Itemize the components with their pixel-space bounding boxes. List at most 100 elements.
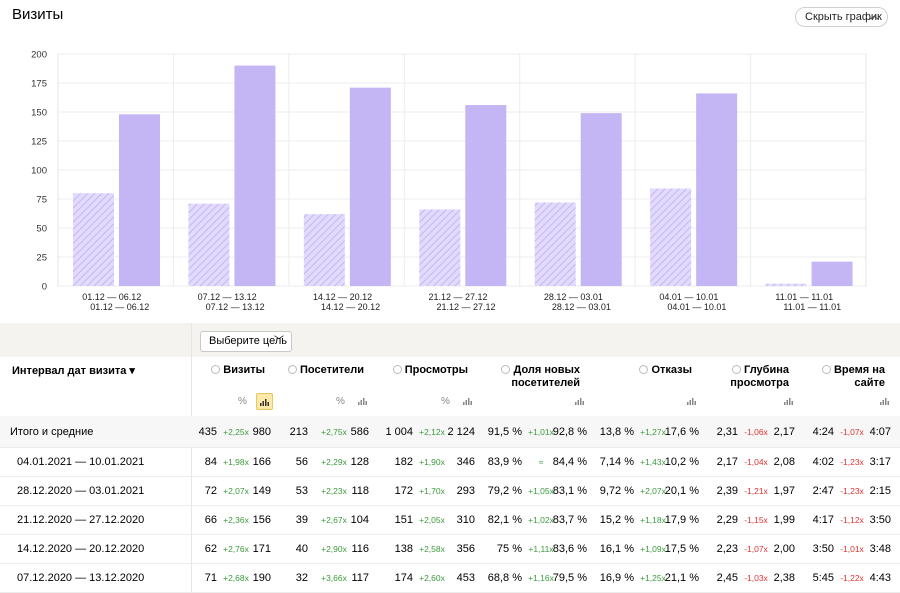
metric-change-ratio: +1,11x — [528, 544, 554, 554]
column-header-label: Посетители — [300, 364, 364, 376]
metric-change-ratio: -1,21x — [744, 486, 768, 496]
column-header[interactable]: Доля новых посетителей — [500, 364, 580, 390]
metric-value-current: 356 — [456, 543, 475, 555]
x-tick-label: 07.12 — 13.12 — [198, 292, 257, 302]
metric-change-ratio: -1,03x — [744, 573, 768, 583]
percent-toggle[interactable]: % — [441, 396, 450, 407]
bar-chart-toggle[interactable] — [876, 393, 893, 410]
metric-value-current: 3:17 — [869, 456, 891, 468]
bar-chart-toggle[interactable] — [571, 393, 588, 410]
hide-chart-label: Скрыть график — [805, 11, 882, 23]
metric-value-current: 79,5 % — [552, 572, 587, 584]
y-tick-label: 50 — [36, 224, 47, 235]
info-icon[interactable] — [821, 365, 831, 374]
metric-value-current: 156 — [252, 514, 271, 526]
bar-chart-toggle[interactable] — [780, 393, 797, 410]
column-header-label: Время на сайте — [833, 364, 885, 389]
table-row[interactable]: 21.12.2020 — 27.12.2020 66 +2,36x 156 39 +2,6… — [0, 506, 900, 535]
metric-value-current: 1,99 — [773, 514, 795, 526]
column-header[interactable]: Отказы — [632, 364, 692, 377]
bar-previous-period — [419, 209, 461, 286]
column-header[interactable]: Визиты — [205, 364, 265, 377]
table-row[interactable]: 07.12.2020 — 13.12.2020 71 +2,68x 190 32 +3,6… — [0, 564, 900, 593]
bar-chart-toggle[interactable] — [683, 393, 700, 410]
column-header[interactable]: Время на сайте — [815, 364, 885, 390]
row-date-label: Итого и средние — [10, 425, 94, 438]
table-row[interactable]: 28.12.2020 — 03.01.2021 72 +2,07x 149 53 +2,2… — [0, 477, 900, 506]
metric-value-previous: 56 — [295, 456, 308, 468]
bar-chart-toggle[interactable] — [354, 393, 371, 410]
metric-change-ratio: +2,05x — [419, 515, 445, 525]
bar-chart-toggle[interactable] — [459, 393, 476, 410]
column-header-label: Визиты — [223, 364, 265, 376]
metric-value-previous: 172 — [394, 485, 413, 497]
table-row[interactable]: 04.01.2021 — 10.01.2021 84 +1,98x 166 56 +2,2… — [0, 448, 900, 477]
column-header[interactable]: Посетители — [284, 364, 364, 377]
metric-value-current: 190 — [252, 572, 271, 584]
column-divider — [191, 323, 192, 592]
metric-change-ratio: +2,67x — [321, 515, 347, 525]
x-tick-label: 28.12 — 03.01 — [552, 302, 611, 312]
column-header[interactable]: Просмотры — [388, 364, 468, 377]
info-icon[interactable] — [732, 365, 742, 374]
metric-value-previous: 2:47 — [812, 485, 834, 497]
info-icon[interactable] — [211, 365, 221, 374]
metric-change-ratio: +2,25x — [223, 426, 249, 437]
column-header-label: Доля новых посетителей — [511, 364, 580, 389]
metric-value-current: 83,7 % — [552, 514, 587, 526]
metric-change-ratio: +1,90x — [419, 457, 445, 467]
metric-value-current: 10,2 % — [664, 456, 699, 468]
metric-change-ratio: -1,06x — [744, 426, 768, 437]
y-tick-label: 200 — [31, 50, 47, 61]
metric-value-previous: 75 % — [496, 543, 522, 555]
metric-change-ratio: +2,58x — [419, 544, 445, 554]
x-tick-label: 21.12 — 27.12 — [428, 292, 487, 302]
goal-select[interactable]: Выберите цель ﹀ — [200, 331, 292, 352]
bar-previous-period — [303, 214, 345, 286]
metric-value-current: 166 — [252, 456, 271, 468]
column-header[interactable]: Глубина просмотра — [719, 364, 789, 390]
info-icon[interactable] — [501, 365, 511, 374]
goal-select-label: Выберите цель — [209, 335, 287, 347]
metric-change-ratio: +2,36x — [223, 515, 249, 525]
date-interval-header[interactable]: Интервал дат визита ▾ — [12, 365, 135, 377]
metric-change-ratio: +2,75x — [321, 426, 347, 437]
metric-value-current: 2,08 — [773, 456, 795, 468]
bar-current-period — [811, 261, 853, 286]
metric-value-previous: 2,23 — [716, 543, 738, 555]
metric-change-ratio: +1,25x — [640, 573, 666, 583]
row-date-label: 07.12.2020 — 13.12.2020 — [17, 572, 145, 584]
row-date-label: 21.12.2020 — 27.12.2020 — [17, 514, 145, 526]
metric-change-ratio: +1,16x — [528, 573, 554, 583]
metric-change-ratio: +1,01x — [528, 426, 554, 437]
metric-value-previous: 174 — [394, 572, 413, 584]
percent-toggle[interactable]: % — [238, 396, 247, 407]
metric-value-current: 2 124 — [447, 425, 475, 438]
metric-value-previous: 7,14 % — [599, 456, 634, 468]
bar-chart-toggle[interactable] — [256, 393, 273, 410]
metric-value-current: 2:15 — [869, 485, 891, 497]
metric-value-previous: 3:50 — [812, 543, 834, 555]
metric-value-previous: 84 — [204, 456, 217, 468]
metric-change-ratio: +1,02x — [528, 515, 554, 525]
bar-previous-period — [188, 203, 230, 286]
info-icon[interactable] — [639, 365, 649, 374]
metric-value-previous: 13,8 % — [599, 425, 634, 438]
metric-value-current: 4:43 — [869, 572, 891, 584]
metric-value-current: 83,1 % — [552, 485, 587, 497]
info-icon[interactable] — [392, 365, 402, 374]
table-row[interactable]: 14.12.2020 — 20.12.2020 62 +2,76x 171 40 +2,9… — [0, 535, 900, 564]
info-icon[interactable] — [288, 365, 298, 374]
metric-value-previous: 9,72 % — [599, 485, 634, 497]
y-tick-label: 125 — [31, 137, 47, 148]
bar-current-period — [349, 87, 391, 286]
metric-change-ratio: -1,15x — [744, 515, 768, 525]
hide-chart-button[interactable]: Скрыть график ︿ — [795, 7, 888, 27]
metric-value-current: 17,5 % — [664, 543, 699, 555]
totals-row[interactable]: Итого и средние 435 +2,25x 980 213 +2,75x 586 1… — [0, 416, 900, 448]
metric-value-previous: 66 — [204, 514, 217, 526]
metric-value-previous: 4:17 — [812, 514, 834, 526]
column-header-label: Глубина просмотра — [730, 364, 789, 389]
percent-toggle[interactable]: % — [336, 396, 345, 407]
metric-change-ratio: -1,22x — [840, 573, 864, 583]
